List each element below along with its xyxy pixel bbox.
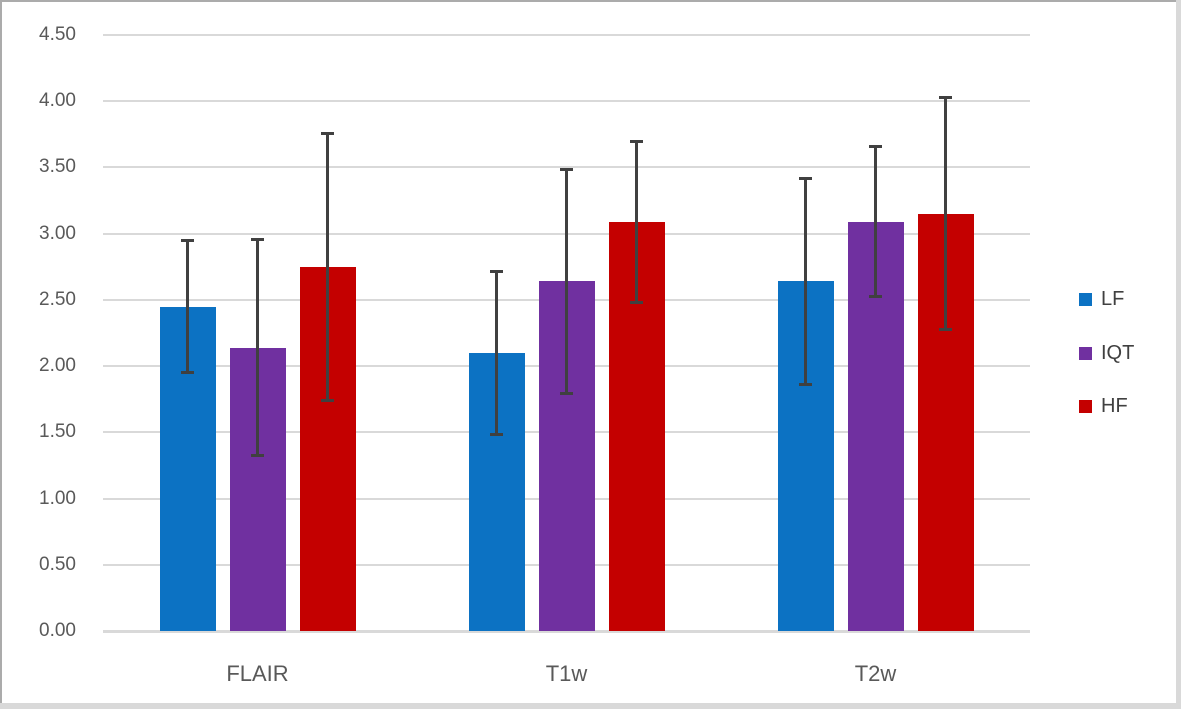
- gridline: [103, 100, 1030, 103]
- legend-swatch-iqt: [1079, 346, 1092, 360]
- legend-item-lf: LF: [1079, 288, 1125, 310]
- y-tick-label: 2.50: [39, 288, 76, 310]
- error-bar-line: [495, 270, 498, 435]
- gridline: [103, 166, 1030, 169]
- error-bar-cap-bottom: [630, 300, 643, 304]
- error-bar-cap-top: [490, 269, 503, 273]
- frame-border-right: [1176, 0, 1181, 709]
- y-tick-label: 0.00: [39, 620, 76, 641]
- error-bar-line: [635, 140, 638, 303]
- error-bar-line: [804, 178, 807, 385]
- error-bar-line: [326, 133, 329, 401]
- y-tick-label: 0.50: [39, 553, 76, 575]
- error-bar-line: [256, 238, 259, 457]
- y-tick-label: 3.00: [39, 222, 76, 244]
- error-bar-cap-bottom: [799, 382, 812, 386]
- error-bar-cap-top: [560, 167, 573, 171]
- x-axis-line: [103, 630, 1030, 633]
- frame-border-bottom: [0, 703, 1181, 709]
- error-bar-cap-top: [630, 139, 643, 143]
- error-bar-cap-bottom: [560, 391, 573, 395]
- x-axis-label-flair: FLAIR: [226, 661, 289, 686]
- legend-label-iqt: IQT: [1101, 341, 1135, 364]
- error-bar-cap-top: [181, 239, 194, 243]
- error-bar-cap-top: [799, 177, 812, 181]
- error-bar-cap-bottom: [251, 454, 264, 458]
- error-bar-cap-bottom: [321, 398, 334, 402]
- legend-label-hf: HF: [1101, 395, 1128, 417]
- legend-item-hf: HF: [1079, 395, 1128, 417]
- error-bar-cap-bottom: [869, 295, 882, 299]
- legend-label-lf: LF: [1101, 288, 1125, 310]
- y-tick-label: 3.50: [39, 156, 76, 178]
- y-tick-label: 1.00: [39, 487, 76, 509]
- y-tick-label: 2.00: [39, 355, 76, 377]
- error-bar-line: [186, 240, 189, 373]
- x-axis-label-t1w: T1w: [545, 661, 588, 686]
- error-bar-cap-bottom: [490, 432, 503, 436]
- y-tick-label: 4.50: [39, 24, 76, 45]
- frame-border-top: [0, 0, 1181, 2]
- error-bar-line: [565, 168, 568, 394]
- gridline: [103, 34, 1030, 36]
- legend-swatch-hf: [1079, 400, 1092, 413]
- y-tick-label: 4.00: [39, 90, 76, 112]
- x-axis-label-t2w: T2w: [854, 661, 897, 686]
- error-bar-line: [874, 146, 877, 298]
- frame-border-left: [0, 0, 2, 709]
- legend-swatch-lf: [1079, 293, 1092, 306]
- error-bar-line: [944, 97, 947, 331]
- error-bar-cap-bottom: [939, 328, 952, 332]
- error-bar-cap-top: [321, 132, 334, 135]
- y-tick-label: 1.50: [39, 421, 76, 443]
- error-bar-cap-top: [939, 96, 952, 100]
- error-bar-cap-top: [869, 145, 882, 149]
- legend-item-iqt: IQT: [1079, 341, 1135, 364]
- error-bar-cap-bottom: [181, 370, 194, 374]
- error-bar-cap-top: [251, 237, 264, 241]
